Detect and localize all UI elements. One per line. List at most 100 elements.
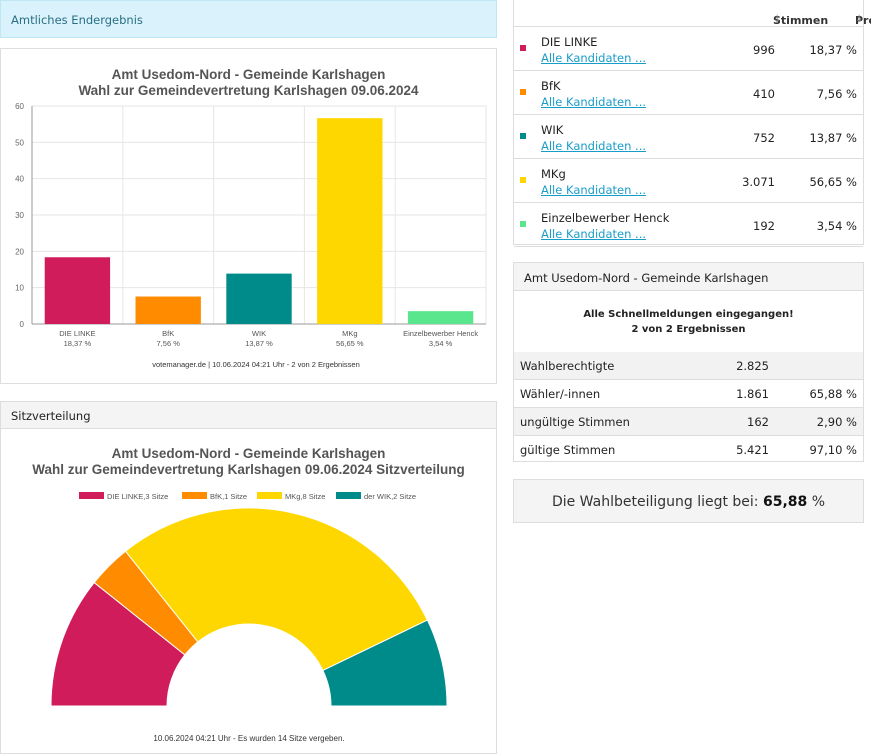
percent-value: 56,65 % — [809, 175, 857, 189]
summary-status: Alle Schnellmeldungen eingegangen! — [583, 309, 794, 320]
party-color-swatch — [520, 133, 526, 139]
summary-count: 2 von 2 Ergebnissen — [631, 324, 746, 335]
party-color-swatch — [520, 177, 526, 183]
seat-segment — [124, 507, 429, 672]
results-table-header: Stimmen ↓ Prozent ↓ — [514, 0, 871, 27]
turnout-box: Die Wahlbeteiligung liegt bei: 65,88 % — [513, 479, 864, 523]
data-label: 7,56 % — [157, 339, 181, 348]
seat-chart-title: Amt Usedom-Nord - Gemeinde Karlshagen — [111, 446, 386, 461]
party-color-swatch — [520, 45, 526, 51]
summary-percent: 97,10 % — [809, 443, 857, 457]
bar — [44, 257, 111, 324]
x-tick-label: DIE LINKE — [59, 329, 95, 338]
x-tick-label: WIK — [252, 329, 266, 338]
seat-chart: DIE LINKE,3 Sitze BfK,1 Sitze MKg,8 Sitze d… — [50, 492, 448, 743]
bar-chart-title: Amt Usedom-Nord - Gemeinde Karlshagen — [111, 67, 386, 82]
table-row: BfK Alle Kandidaten ... 410 7,56 % — [514, 71, 863, 115]
summary-row: Wahlberechtigte 2.825 — [514, 352, 863, 380]
summary-percent: 65,88 % — [809, 387, 857, 401]
party-color-swatch — [520, 89, 526, 95]
results-table: Stimmen ↓ Prozent ↓ DIE LINKE Alle Kandi… — [513, 0, 871, 247]
summary-value: 5.421 — [736, 443, 769, 457]
chart-source-label: votemanager.de | 10.06.2024 04:21 Uhr - … — [152, 360, 360, 369]
turnout-label: Die Wahlbeteiligung liegt bei: — [551, 494, 759, 510]
bar — [317, 118, 383, 325]
summary-row: gültige Stimmen 5.421 97,10 % — [514, 436, 863, 464]
legend-label: MKg,8 Sitze — [285, 492, 325, 501]
table-row: Einzelbewerber Henck Alle Kandidaten ...… — [514, 203, 863, 247]
summary-label: ungültige Stimmen — [520, 415, 630, 429]
legend-label: DIE LINKE,3 Sitze — [107, 492, 168, 501]
votes-value: 752 — [753, 131, 775, 145]
legend-swatch — [336, 492, 361, 499]
summary-value: 2.825 — [736, 359, 769, 373]
bar-chart-panel: Amt Usedom-Nord - Gemeinde Karlshagen Wa… — [0, 48, 497, 384]
all-candidates-link[interactable]: Alle Kandidaten ... — [541, 183, 646, 197]
party-name: Einzelbewerber Henck — [541, 211, 670, 225]
all-candidates-link[interactable]: Alle Kandidaten ... — [541, 139, 646, 153]
votes-value: 192 — [753, 219, 775, 233]
percent-value: 7,56 % — [816, 87, 857, 101]
data-label: 56,65 % — [336, 339, 364, 348]
table-row: DIE LINKE Alle Kandidaten ... 996 18,37 … — [514, 27, 863, 71]
x-tick-label: BfK — [162, 329, 174, 338]
party-name: MKg — [541, 167, 566, 181]
summary-row: Wähler/-innen 1.861 65,88 % — [514, 380, 863, 408]
legend-swatch — [79, 492, 104, 499]
y-tick-label: 40 — [15, 175, 24, 184]
summary-label: Wahlberechtigte — [520, 359, 615, 373]
y-tick-label: 50 — [15, 138, 24, 147]
data-label: 13,87 % — [245, 339, 273, 348]
party-name: WIK — [541, 123, 564, 137]
summary-value: 1.861 — [736, 387, 769, 401]
table-row: MKg Alle Kandidaten ... 3.071 56,65 % — [514, 159, 863, 203]
bar — [407, 311, 474, 324]
y-tick-label: 10 — [15, 284, 24, 293]
all-candidates-link[interactable]: Alle Kandidaten ... — [541, 227, 646, 241]
seat-chart-subtitle: Wahl zur Gemeindevertretung Karlshagen 0… — [32, 462, 465, 477]
votes-value: 410 — [753, 87, 775, 101]
sort-arrow-icon[interactable]: ↓ — [855, 14, 864, 25]
bar-chart-subtitle: Wahl zur Gemeindevertretung Karlshagen 0… — [78, 83, 419, 98]
summary-row: ungültige Stimmen 162 2,90 % — [514, 408, 863, 436]
summary-value: 162 — [747, 415, 769, 429]
y-tick-label: 30 — [15, 211, 24, 220]
x-tick-label: MKg — [342, 329, 357, 338]
data-label: 18,37 % — [64, 339, 92, 348]
summary-header: Amt Usedom-Nord - Gemeinde Karlshagen — [514, 263, 863, 291]
legend-swatch — [182, 492, 207, 499]
turnout-unit: % — [811, 494, 826, 510]
seat-footer-label: 10.06.2024 04:21 Uhr - Es wurden 14 Sitz… — [153, 734, 344, 743]
x-tick-label: Einzelbewerber Henck — [403, 329, 478, 338]
legend-label: der WIK,2 Sitze — [364, 492, 416, 501]
summary-message: Alle Schnellmeldungen eingegangen! 2 von… — [514, 307, 863, 337]
summary-label: gültige Stimmen — [520, 443, 616, 457]
votes-value: 996 — [753, 43, 775, 57]
data-label: 3,54 % — [429, 339, 453, 348]
votes-value: 3.071 — [742, 175, 775, 189]
bar — [135, 296, 201, 324]
seat-panel-header: Sitzverteilung — [1, 402, 496, 429]
seat-distribution-panel: Sitzverteilung Amt Usedom-Nord - Gemeind… — [0, 401, 497, 754]
table-row: WIK Alle Kandidaten ... 752 13,87 % — [514, 115, 863, 159]
legend-label: BfK,1 Sitze — [210, 492, 247, 501]
party-name: DIE LINKE — [541, 35, 598, 49]
party-name: BfK — [541, 79, 561, 93]
result-status-banner: Amtliches Endergebnis — [0, 0, 497, 38]
all-candidates-link[interactable]: Alle Kandidaten ... — [541, 95, 646, 109]
percent-value: 3,54 % — [816, 219, 857, 233]
summary-label: Wähler/-innen — [520, 387, 601, 401]
summary-panel: Amt Usedom-Nord - Gemeinde Karlshagen Al… — [513, 262, 864, 462]
legend-swatch — [257, 492, 282, 499]
y-tick-label: 0 — [20, 320, 25, 329]
summary-percent: 2,90 % — [816, 415, 857, 429]
y-tick-label: 20 — [15, 247, 24, 256]
sort-arrow-icon[interactable]: ↓ — [773, 14, 782, 25]
seat-segment — [322, 619, 448, 707]
bar — [226, 273, 292, 324]
y-tick-label: 60 — [15, 102, 24, 111]
all-candidates-link[interactable]: Alle Kandidaten ... — [541, 51, 646, 65]
percent-value: 18,37 % — [809, 43, 857, 57]
party-color-swatch — [520, 221, 526, 227]
